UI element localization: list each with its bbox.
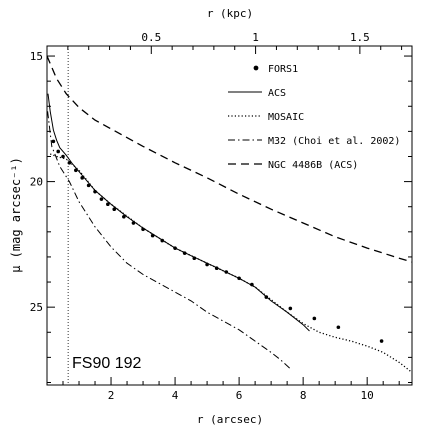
y-tick-label: 20 [30,176,43,189]
fors1-point [99,197,104,201]
fors1-point [214,266,219,271]
fors1-point [51,139,56,144]
top-tick-label: 1 [252,31,259,44]
x-tick-label: 4 [172,389,179,402]
fors1-point [122,214,126,219]
top-axis-label: r (kpc) [207,7,253,20]
fors1-point [205,262,209,267]
fors1-point [74,168,78,173]
plot-frame [46,45,413,386]
fors1-point [106,202,110,206]
top-tick-label: 0.5 [141,31,161,44]
fors1-point [288,306,293,311]
legend-marker-points [253,65,259,71]
y-tick-label: 15 [30,50,43,63]
fors1-point [141,227,145,232]
fors1-point [379,339,384,343]
fors1-point [192,256,197,260]
fors1-point [131,221,136,225]
legend-label: MOSAIC [268,112,304,123]
x-tick-label: 10 [361,389,374,402]
fors1-point [312,316,317,321]
object-annotation: FS90 192 [72,355,141,372]
fors1-point [173,246,177,250]
fors1-point [150,233,155,238]
fors1-point [182,251,187,255]
y-tick-label: 25 [30,301,43,314]
series-ngc-4486b-acs [47,55,412,263]
x-axis-label: r (arcsec) [197,413,263,426]
legend-label: ACS [268,88,286,99]
series-curves [47,55,412,373]
fors1-point [250,282,254,287]
series-m32-choi-et-al-2002 [47,111,291,370]
fors1-point [93,189,97,194]
legend-label: FORS1 [268,64,298,75]
x-tick-label: 8 [300,389,307,402]
fors1-point [112,207,117,212]
fors1-point [336,325,341,330]
series-mosaic [49,153,412,373]
series-acs [47,93,310,332]
fors1-points [51,139,384,343]
fors1-point [67,160,72,165]
legend: FORS1 ACS MOSAIC M32 (Choi et al. 2002) NGC … [228,64,400,171]
fors1-point [160,238,165,243]
fors1-point [264,295,269,299]
y-axis-label: μ (mag arcsec⁻¹) [9,157,23,273]
legend-label: NGC 4486B (ACS) [268,160,358,171]
fors1-point [56,149,61,154]
fors1-point [80,176,85,180]
axis-ticks: 2 4 6 8 10 15 20 25 0.5 1 1.5 [30,31,412,402]
legend-label: M32 (Choi et al. 2002) [268,136,400,147]
fors1-point [224,270,229,274]
top-tick-label: 1.5 [350,31,370,44]
x-tick-label: 6 [236,389,243,402]
fors1-point [237,276,241,281]
fors1-point [61,154,65,159]
fors1-point [86,183,91,188]
x-tick-label: 2 [108,389,115,402]
